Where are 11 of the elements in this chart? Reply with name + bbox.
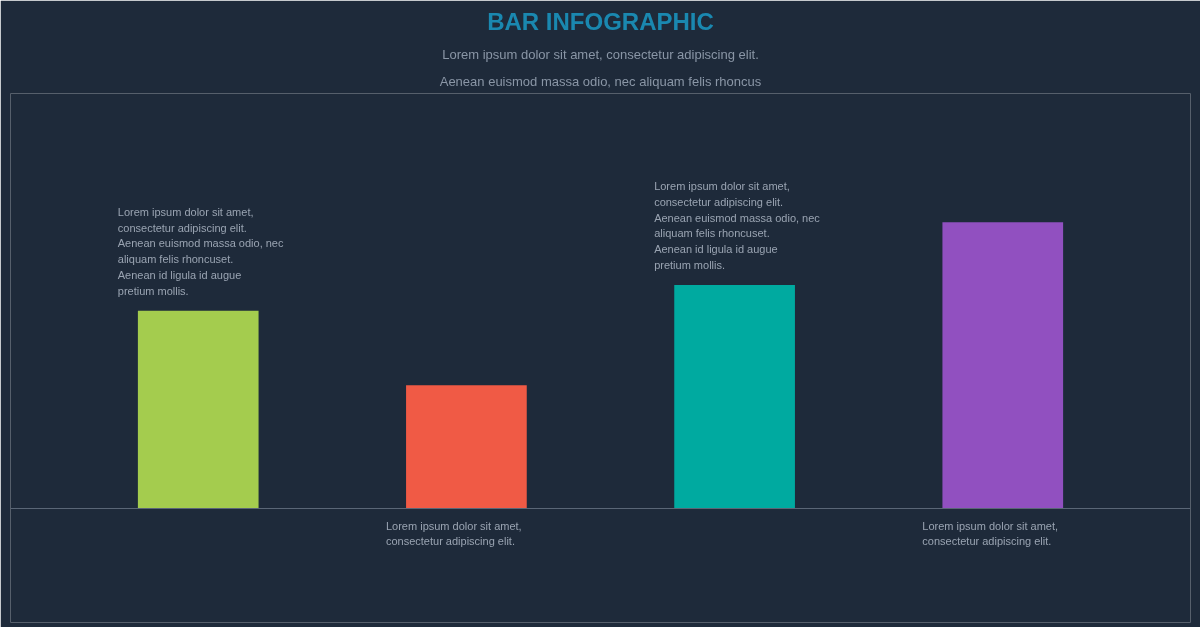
annotation: Lorem ipsum dolor sit amet, consectetur adipiscing elit. Aenean euismod massa odio, nec aliquam felis rhoncuset. Aenean id ligula id augue pretium mollis. [654, 180, 821, 271]
annotation: Lorem ipsum dolor sit amet, consectetur adipiscing elit. Aenean euismod massa odio, nec aliquam felis rhoncuset. Aenean id ligula id augue pretium mollis. [117, 205, 284, 297]
text: Aenean euismod massa odio, nec aliquam felis rhoncus [439, 73, 762, 89]
bar [406, 385, 527, 509]
text: Lorem ipsum dolor sit amet, consectetur adipiscing elit. [922, 519, 1059, 548]
text: Lorem ipsum dolor sit amet, consectetur adipiscing elit. [442, 46, 759, 62]
bar [942, 222, 1064, 509]
chart-title: BAR INFOGRAPHIC [487, 7, 714, 35]
text: Lorem ipsum dolor sit amet, consectetur adipiscing elit. [385, 519, 522, 548]
bar [137, 310, 259, 509]
bar [674, 285, 795, 509]
